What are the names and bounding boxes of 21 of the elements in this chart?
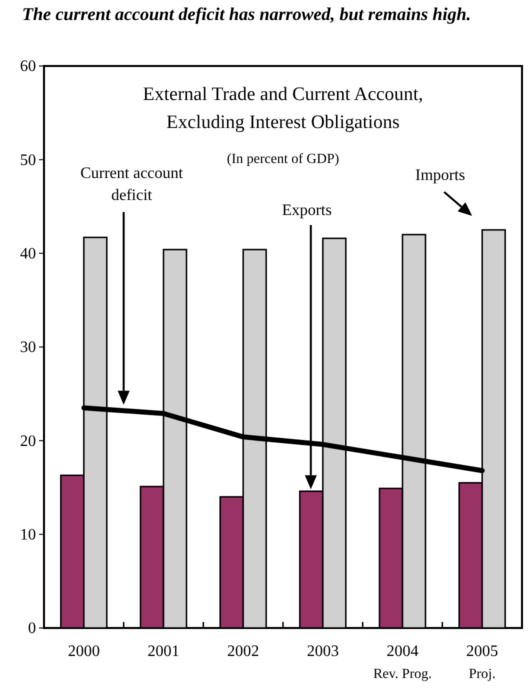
annotation: Imports: [415, 167, 466, 184]
x-tick-label: 2001: [148, 643, 180, 660]
annotation: (In percent of GDP): [226, 152, 340, 167]
y-tick-label: 40: [20, 245, 36, 262]
y-tick-label: 0: [28, 620, 36, 638]
text: Proj.: [468, 667, 496, 682]
chart-title: The current account deficit has narrowed, but remains high.: [22, 4, 472, 24]
y-tick-label: 20: [20, 432, 36, 450]
annotation: Current account deficit: [80, 165, 184, 204]
y-tick-label: 10: [20, 526, 36, 544]
annotation: Exports: [282, 202, 332, 219]
x-tick-label: 2000: [68, 643, 100, 660]
y-tick-label: 30: [20, 339, 36, 356]
text: Rev. Prog.: [373, 667, 432, 682]
y-tick-label: 50: [20, 152, 36, 169]
x-tick-label: 2003: [306, 643, 339, 660]
x-tick-label: 2002: [227, 643, 260, 660]
y-tick-label: 60: [20, 58, 36, 76]
x-tick-label: 2005: [466, 643, 498, 660]
x-tick-label: 2004: [386, 643, 418, 660]
text: External Trade and Current Account, Excluding Interest Obligations: [142, 84, 424, 133]
